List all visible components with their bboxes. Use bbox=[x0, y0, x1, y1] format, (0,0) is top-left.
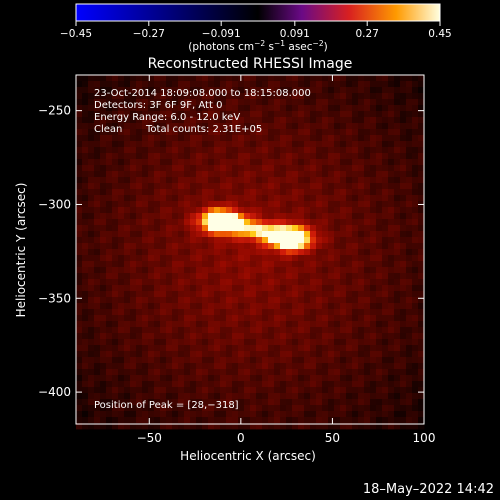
y-tick-label: −400 bbox=[38, 385, 71, 399]
annotation-peak-position: Position of Peak = [28,−318] bbox=[94, 400, 239, 411]
x-tick-label: 50 bbox=[325, 431, 340, 445]
colorbar-tick-label: −0.45 bbox=[60, 28, 92, 40]
annotation-energy-range: Energy Range: 6.0 - 12.0 keV bbox=[94, 112, 240, 123]
plot-frame bbox=[75, 74, 425, 425]
colorbar-tick-label: 0.27 bbox=[356, 28, 379, 40]
y-tick-label: −250 bbox=[38, 104, 71, 118]
x-tick-label: 100 bbox=[413, 431, 436, 445]
axis-ticks: −50 0 50 100 −250 −300 −350 −400 bbox=[38, 75, 435, 445]
annotation-time-range: 23-Oct-2014 18:09:08.000 to 18:15:08.000 bbox=[94, 88, 311, 99]
colorbar-tick-label: −0.091 bbox=[202, 28, 241, 40]
y-tick-label: −300 bbox=[38, 197, 71, 211]
annotation-detectors: Detectors: 3F 6F 9F, Att 0 bbox=[94, 100, 222, 111]
annotation-clean: Clean bbox=[94, 124, 122, 135]
y-tick-label: −350 bbox=[38, 291, 71, 305]
y-axis-label: Heliocentric Y (arcsec) bbox=[14, 183, 28, 318]
footer-timestamp: 18–May–2022 14:42 bbox=[363, 482, 494, 497]
x-axis-label: Heliocentric X (arcsec) bbox=[180, 449, 316, 463]
x-tick-label: −50 bbox=[137, 431, 162, 445]
colorbar-units: (photons cm−2 s−1 asec−2) bbox=[188, 39, 327, 53]
colorbar-tick-label: 0.091 bbox=[280, 28, 310, 40]
x-tick-label: 0 bbox=[237, 431, 245, 445]
colorbar-tick-label: −0.27 bbox=[133, 28, 165, 40]
chart-title: Reconstructed RHESSI Image bbox=[148, 56, 353, 72]
colorbar-tick-label: 0.45 bbox=[428, 28, 451, 40]
colorbar bbox=[75, 3, 441, 22]
annotation-total-counts: Total counts: 2.31E+05 bbox=[145, 124, 262, 135]
colorbar-ticks: −0.45 −0.27 −0.091 0.091 0.27 0.45 bbox=[60, 21, 452, 40]
